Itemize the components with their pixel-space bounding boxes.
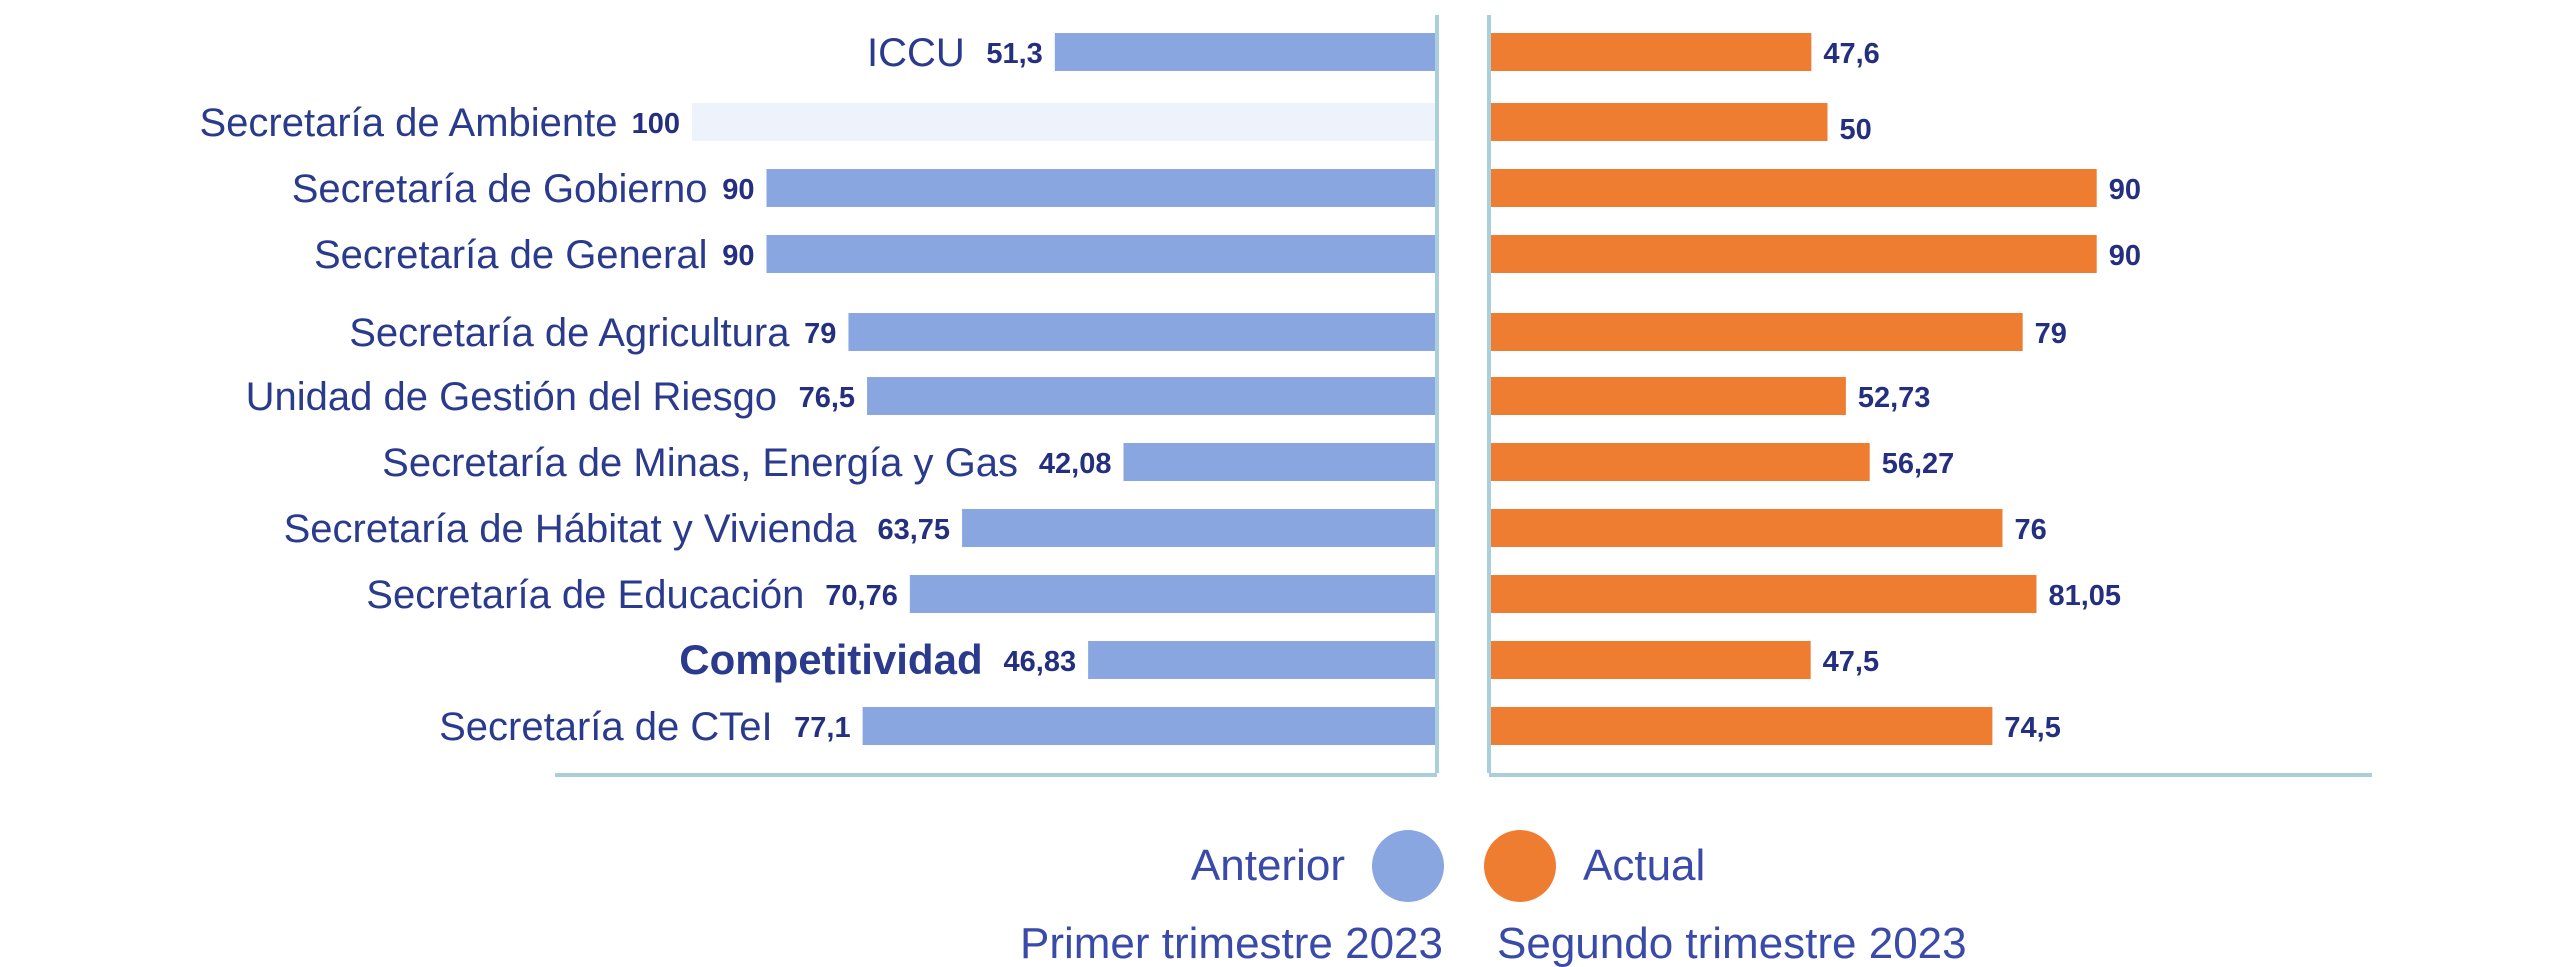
- bar-anterior: [766, 235, 1437, 273]
- legend-actual-period: Segundo trimestre 2023: [1497, 919, 1967, 967]
- category-label: ICCU: [867, 31, 965, 75]
- category-label: Secretaría de Agricultura: [349, 311, 790, 355]
- bar-actual: [1491, 641, 1811, 679]
- category-label: Secretaría de CTeI: [439, 705, 773, 749]
- category-labels: ICCU Secretaría de Ambiente Secretaría de …: [199, 31, 1018, 749]
- bar-actual: [1491, 169, 2097, 207]
- value-label-anterior: 46,83: [1004, 646, 1077, 678]
- legend-anterior-swatch: [1372, 830, 1444, 902]
- value-label-actual: 56,27: [1882, 448, 1955, 480]
- value-label-anterior: 70,76: [825, 580, 898, 612]
- legend-anterior-period: Primer trimestre 2023: [1020, 919, 1443, 967]
- actual-value-labels: 47,6 50 90 90 79 52,73 56,27 76 81,05 47,5 74,5: [1823, 38, 2141, 744]
- legend: Anterior Actual Primer trimestre 2023 Se…: [1020, 830, 1967, 967]
- legend-anterior-label: Anterior: [1191, 841, 1345, 890]
- anterior-series: [692, 33, 1437, 745]
- legend-actual-swatch: [1484, 830, 1556, 902]
- category-label: Unidad de Gestión del Riesgo: [246, 375, 777, 419]
- value-label-actual: 90: [2109, 240, 2141, 272]
- bar-actual: [1491, 509, 2003, 547]
- category-label: Secretaría de Ambiente: [199, 101, 617, 145]
- value-label-anterior: 77,1: [794, 712, 850, 744]
- category-label: Secretaría de General: [314, 233, 708, 277]
- bar-anterior: [766, 169, 1437, 207]
- bar-actual: [1491, 443, 1870, 481]
- bar-anterior: [692, 103, 1437, 141]
- bar-actual: [1491, 235, 2097, 273]
- bar-actual: [1491, 103, 1828, 141]
- value-label-actual: 52,73: [1858, 382, 1931, 414]
- category-label: Secretaría de Educación: [366, 573, 804, 617]
- legend-actual-label: Actual: [1583, 841, 1705, 890]
- value-label-actual: 79: [2035, 318, 2067, 350]
- value-label-anterior: 79: [804, 318, 836, 350]
- value-label-actual: 76: [2014, 514, 2046, 546]
- category-label: Secretaría de Minas, Energía y Gas: [382, 441, 1018, 485]
- value-label-anterior: 63,75: [877, 514, 950, 546]
- bar-anterior: [1088, 641, 1437, 679]
- value-label-anterior: 100: [632, 108, 680, 140]
- bar-anterior: [909, 575, 1437, 613]
- value-label-anterior: 90: [722, 174, 754, 206]
- value-label-actual: 50: [1840, 114, 1872, 146]
- bar-anterior: [1123, 443, 1437, 481]
- value-label-actual: 47,6: [1823, 38, 1879, 70]
- bar-anterior: [962, 509, 1437, 547]
- anterior-value-labels: 51,3 100 90 90 79 76,5 42,08 63,75 70,76 46,83 77,…: [632, 38, 1112, 744]
- bar-anterior: [862, 707, 1437, 745]
- category-label: Secretaría de Hábitat y Vivienda: [284, 507, 858, 551]
- bar-actual: [1491, 33, 1812, 71]
- bar-actual: [1491, 707, 1993, 745]
- bar-actual: [1491, 575, 2037, 613]
- bar-anterior: [848, 313, 1437, 351]
- value-label-actual: 90: [2109, 174, 2141, 206]
- bar-actual: [1491, 377, 1846, 415]
- bar-anterior: [1054, 33, 1437, 71]
- value-label-anterior: 42,08: [1039, 448, 1112, 480]
- value-label-anterior: 51,3: [986, 38, 1042, 70]
- bar-anterior: [867, 377, 1437, 415]
- actual-series: [1491, 33, 2097, 745]
- category-label: Competitividad: [679, 636, 982, 683]
- value-label-anterior: 76,5: [799, 382, 855, 414]
- bar-actual: [1491, 313, 2023, 351]
- category-label: Secretaría de Gobierno: [292, 167, 708, 211]
- value-label-actual: 81,05: [2048, 580, 2121, 612]
- value-label-actual: 74,5: [2004, 712, 2060, 744]
- value-label-anterior: 90: [722, 240, 754, 272]
- value-label-actual: 47,5: [1823, 646, 1879, 678]
